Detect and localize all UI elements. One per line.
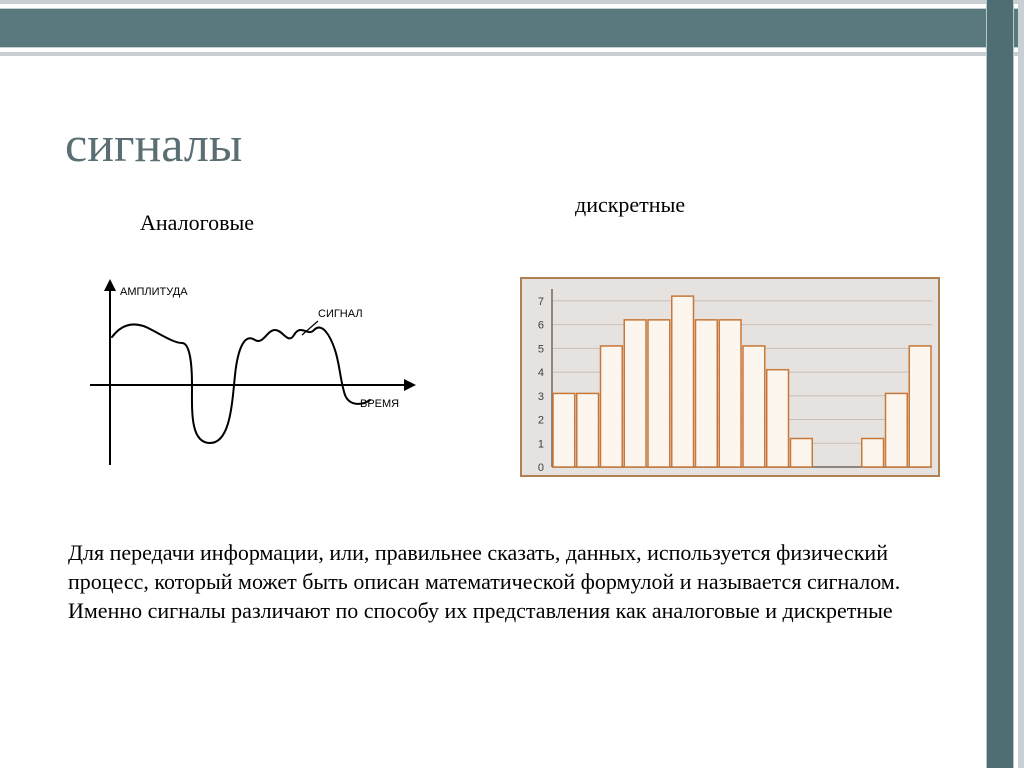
svg-text:6: 6 bbox=[538, 320, 544, 332]
top-stripe-thin-1 bbox=[0, 0, 1024, 4]
discrete-signal-chart: 0 1 2 3 4 5 6 7 bbox=[520, 277, 940, 477]
svg-text:1: 1 bbox=[538, 438, 544, 450]
body-paragraph: Для передачи информации, или, правильнее… bbox=[68, 538, 964, 625]
slide-title: сигналы bbox=[65, 115, 242, 173]
svg-text:АМПЛИТУДА: АМПЛИТУДА bbox=[120, 286, 188, 298]
svg-text:5: 5 bbox=[538, 343, 544, 355]
subtitle-discrete: дискретные bbox=[575, 192, 685, 218]
right-decoration bbox=[986, 0, 1024, 768]
svg-text:3: 3 bbox=[538, 391, 544, 403]
subtitle-analog: Аналоговые bbox=[140, 210, 254, 236]
svg-text:0: 0 bbox=[538, 462, 544, 474]
right-stripe-thick bbox=[986, 0, 1014, 768]
right-stripe-thin bbox=[1018, 0, 1024, 768]
analog-signal-chart: АМПЛИТУДА ВРЕМЯ СИГНАЛ bbox=[70, 275, 430, 485]
svg-text:СИГНАЛ: СИГНАЛ bbox=[318, 308, 363, 320]
top-decoration bbox=[0, 0, 1024, 58]
top-stripe-thick bbox=[0, 8, 1024, 48]
svg-text:ВРЕМЯ: ВРЕМЯ bbox=[360, 398, 399, 410]
svg-text:7: 7 bbox=[538, 296, 544, 308]
top-stripe-thin-2 bbox=[0, 52, 1024, 56]
svg-text:2: 2 bbox=[538, 415, 544, 427]
svg-text:4: 4 bbox=[538, 367, 544, 379]
